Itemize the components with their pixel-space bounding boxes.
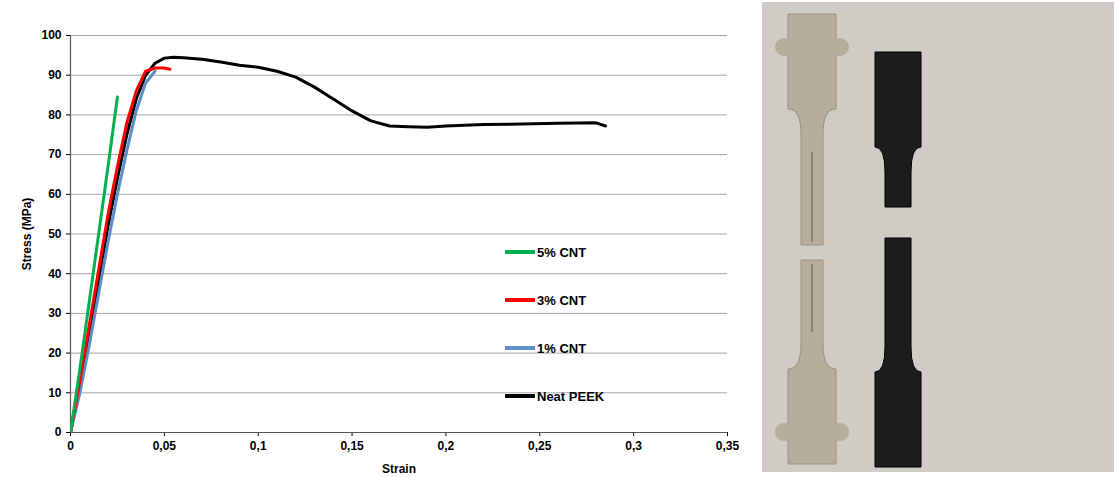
svg-text:0: 0 xyxy=(67,439,74,453)
svg-text:0,1: 0,1 xyxy=(250,439,267,453)
svg-text:80: 80 xyxy=(48,108,62,122)
svg-text:30: 30 xyxy=(48,306,62,320)
svg-text:0: 0 xyxy=(55,425,62,439)
svg-text:Stress (MPa): Stress (MPa) xyxy=(20,198,34,271)
svg-text:50: 50 xyxy=(48,227,62,241)
html-text:3% CNT: 3% CNT xyxy=(537,292,587,308)
svg-text:70: 70 xyxy=(48,147,62,161)
svg-text:60: 60 xyxy=(48,187,62,201)
html-text:5% CNT: 5% CNT xyxy=(537,244,587,260)
svg-text:0,2: 0,2 xyxy=(438,439,455,453)
svg-text:90: 90 xyxy=(48,68,62,82)
svg-text:0,25: 0,25 xyxy=(528,439,552,453)
svg-text:0,05: 0,05 xyxy=(153,439,177,453)
svg-text:Strain: Strain xyxy=(382,462,416,476)
svg-text:0,35: 0,35 xyxy=(716,439,740,453)
html-text:Neat PEEK: Neat PEEK xyxy=(537,388,605,404)
svg-text:100: 100 xyxy=(41,28,61,42)
svg-text:20: 20 xyxy=(48,346,62,360)
html-text:1% CNT: 1% CNT xyxy=(537,340,587,356)
svg-text:0,3: 0,3 xyxy=(625,439,642,453)
svg-text:0,15: 0,15 xyxy=(340,439,364,453)
svg-text:40: 40 xyxy=(48,267,62,281)
svg-text:10: 10 xyxy=(48,386,62,400)
